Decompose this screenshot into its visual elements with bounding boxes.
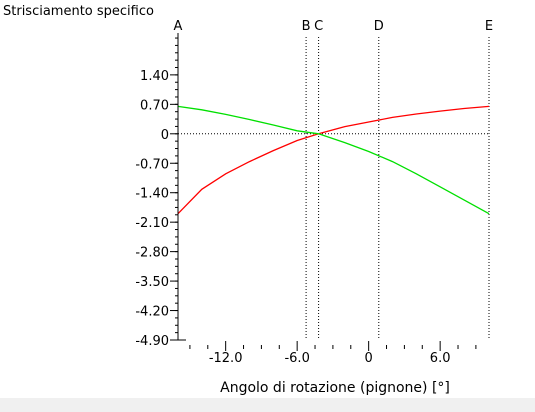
y-tick-label: -4.20 xyxy=(135,305,169,320)
y-tick-label: -2.10 xyxy=(135,216,169,231)
series-line-2 xyxy=(177,105,490,215)
chart-title: Strisciamento specifico xyxy=(3,4,154,19)
bottom-strip xyxy=(0,398,535,412)
x-tick-label: 6.0 xyxy=(430,351,451,366)
series-layer xyxy=(177,105,490,215)
series-line-1 xyxy=(177,105,490,215)
y-tick-label: -3.50 xyxy=(135,275,169,290)
y-tick-label: -2.80 xyxy=(135,246,169,261)
y-tick-label: -0.70 xyxy=(135,157,169,172)
marker-label-e: E xyxy=(485,19,493,34)
y-tick-label: 0 xyxy=(161,128,169,143)
marker-label-b: B xyxy=(302,19,311,34)
y-tick-label: -4.90 xyxy=(135,334,169,349)
x-tick-label: -6.0 xyxy=(284,351,309,366)
marker-label-d: D xyxy=(374,19,384,34)
labels-layer: Strisciamento specifico Angolo di rotazi… xyxy=(3,4,493,396)
marker-label-a: A xyxy=(174,19,183,34)
x-tick-label: 0 xyxy=(365,351,373,366)
chart-svg: Strisciamento specifico Angolo di rotazi… xyxy=(3,4,493,396)
x-axis-label: Angolo di rotazione (pignone) [°] xyxy=(220,380,450,396)
y-tick-label: 0.70 xyxy=(140,98,169,113)
x-tick-label: -12.0 xyxy=(209,351,243,366)
y-tick-label: -1.40 xyxy=(135,187,169,202)
axes-layer xyxy=(170,33,477,351)
y-tick-label: 1.40 xyxy=(140,69,169,84)
marker-label-c: C xyxy=(314,19,323,34)
